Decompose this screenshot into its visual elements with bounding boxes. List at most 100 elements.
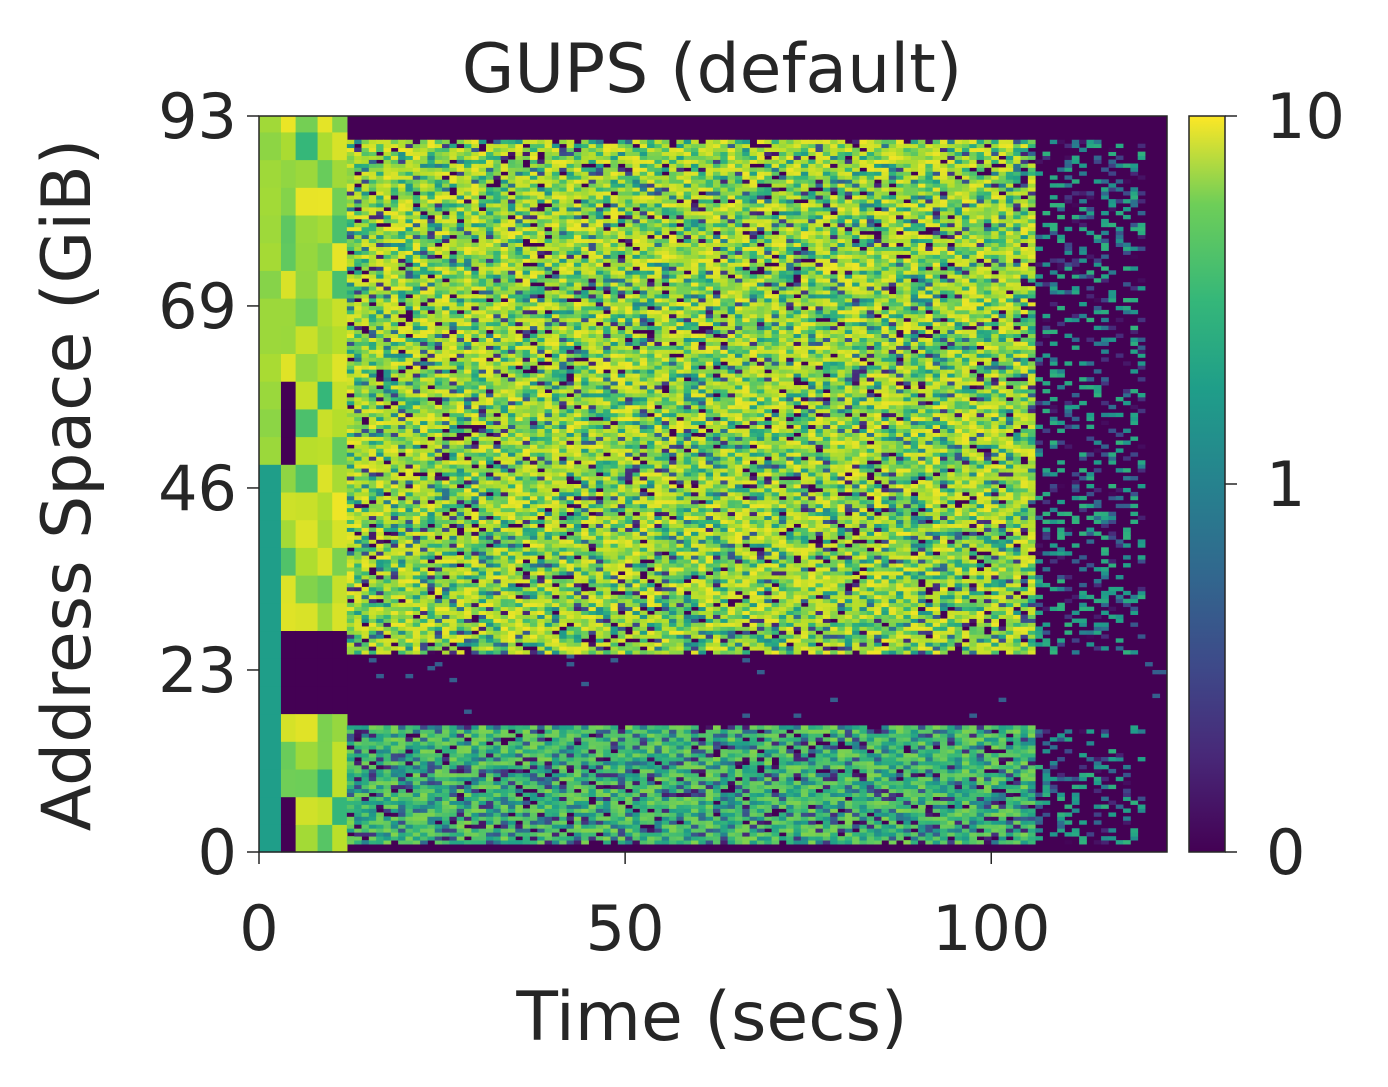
heatmap-cell <box>405 515 414 521</box>
heatmap-cell <box>427 183 436 188</box>
heatmap-cell <box>405 563 414 568</box>
heatmap-cell <box>464 495 472 501</box>
heatmap-cell <box>442 147 450 153</box>
heatmap-cell <box>544 630 553 635</box>
heatmap-cell <box>573 286 582 291</box>
heatmap-cell <box>566 424 575 430</box>
heatmap-cell <box>390 361 399 366</box>
heatmap-cell <box>390 353 399 358</box>
heatmap-cell <box>390 151 399 156</box>
heatmap-cell <box>478 614 487 619</box>
heatmap-cell <box>449 776 458 782</box>
heatmap-cell <box>398 377 406 382</box>
heatmap-cell <box>515 527 524 532</box>
heatmap-cell <box>442 226 450 232</box>
heatmap-cell <box>405 503 414 509</box>
heatmap-cell <box>507 586 516 592</box>
heatmap-cell <box>361 464 370 469</box>
heatmap-cell <box>573 412 582 418</box>
heatmap-cell <box>551 590 560 596</box>
heatmap-cell <box>449 385 458 390</box>
heatmap-cell <box>500 527 509 532</box>
heatmap-cell <box>405 286 414 291</box>
heatmap-cell <box>515 800 524 805</box>
heatmap-cell <box>486 598 494 604</box>
heatmap-cell <box>522 741 531 746</box>
heatmap-cell <box>559 329 567 335</box>
heatmap-cell <box>456 503 465 509</box>
heatmap-cell <box>515 317 524 323</box>
heatmap-cell <box>522 155 531 160</box>
heatmap-cell <box>412 725 421 730</box>
heatmap-cell <box>354 527 362 532</box>
heatmap-cell <box>405 495 414 501</box>
heatmap-cell <box>478 139 487 145</box>
heatmap-cell <box>398 840 406 845</box>
heatmap-cell <box>412 499 421 505</box>
heatmap-cell <box>537 301 545 307</box>
heatmap-cell <box>368 491 377 497</box>
heatmap-cell <box>361 274 370 279</box>
heatmap-cell <box>332 116 348 133</box>
heatmap-cell <box>427 804 436 809</box>
heatmap-cell <box>412 547 421 552</box>
heatmap-cell <box>507 745 516 750</box>
heatmap-cell <box>471 369 480 374</box>
heatmap-cell <box>522 515 531 521</box>
heatmap-cell <box>478 210 487 216</box>
heatmap-cell <box>573 749 582 754</box>
heatmap-cell <box>456 456 465 461</box>
heatmap-cell <box>295 408 319 438</box>
heatmap-cell <box>464 618 472 623</box>
heatmap-cell <box>390 301 399 307</box>
heatmap-cell <box>361 242 370 247</box>
heatmap-cell <box>507 171 516 176</box>
heatmap-cell <box>449 242 458 247</box>
heatmap-cell <box>559 503 567 509</box>
heatmap-cell <box>346 800 355 805</box>
heatmap-cell <box>515 757 524 762</box>
heatmap-cell <box>412 836 421 841</box>
heatmap-cell <box>383 290 392 295</box>
heatmap-cell <box>354 484 362 489</box>
heatmap-cell <box>493 139 502 145</box>
heatmap-cell <box>368 737 377 742</box>
heatmap-cell <box>471 776 480 782</box>
heatmap-cell <box>515 440 524 445</box>
heatmap-cell <box>493 424 502 430</box>
heatmap-cell <box>346 780 355 786</box>
heatmap-cell <box>566 788 575 794</box>
heatmap-cell <box>507 578 516 584</box>
heatmap-cell <box>478 187 487 192</box>
heatmap-cell <box>412 594 421 600</box>
heatmap-cell <box>573 207 582 212</box>
heatmap-cell <box>449 452 458 457</box>
heatmap-cell <box>346 820 355 825</box>
heatmap-cell <box>566 234 575 240</box>
heatmap-cell <box>354 753 362 758</box>
heatmap-cell <box>412 294 421 299</box>
heatmap-cell <box>551 784 560 790</box>
heatmap-cell <box>464 191 472 196</box>
heatmap-cell <box>566 412 575 418</box>
heatmap-cell <box>515 780 524 786</box>
heatmap-cell <box>361 772 370 778</box>
heatmap-cell <box>537 179 545 184</box>
heatmap-cell <box>486 337 494 342</box>
heatmap-cell <box>507 733 516 738</box>
heatmap-cell <box>500 499 509 505</box>
heatmap-cell <box>464 820 472 825</box>
heatmap-cell <box>361 543 370 548</box>
heatmap-cell <box>486 622 494 627</box>
heatmap-cell <box>515 341 524 346</box>
heatmap-cell <box>515 377 524 382</box>
heatmap-cell <box>295 242 319 271</box>
heatmap-cell <box>471 171 480 176</box>
heatmap-cell <box>515 218 524 224</box>
heatmap-cell <box>478 630 487 635</box>
heatmap-cell <box>544 840 553 845</box>
heatmap-cell <box>559 472 567 477</box>
heatmap-cell <box>566 373 575 378</box>
heatmap-cell <box>427 551 436 556</box>
heatmap-cell <box>500 452 509 457</box>
